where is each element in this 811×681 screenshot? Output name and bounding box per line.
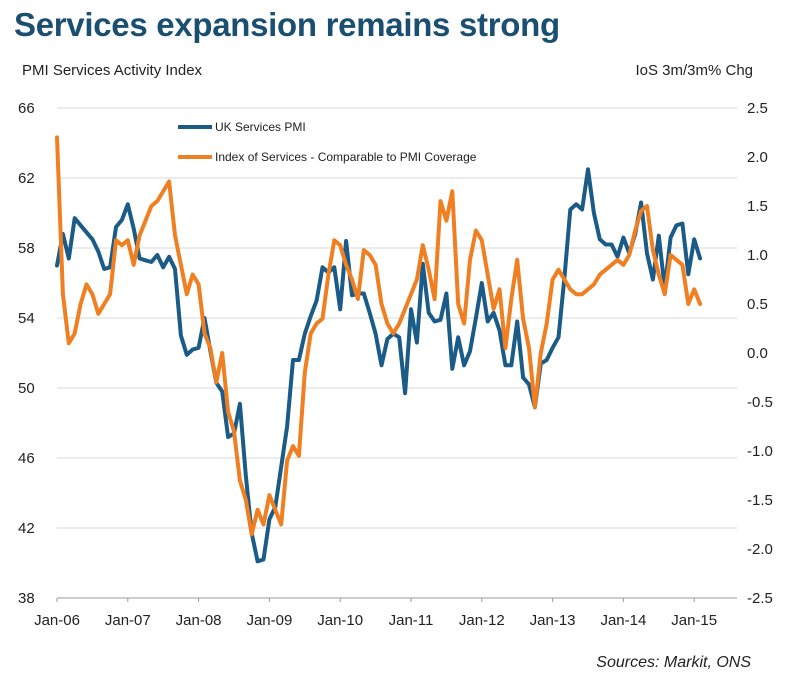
x-tick-label: Jan-11 <box>389 612 434 629</box>
right-tick-label: -0.5 <box>747 394 773 411</box>
x-tick-label: Jan-08 <box>176 612 222 629</box>
right-tick-label: -2.0 <box>747 541 773 558</box>
left-tick-label: 62 <box>18 170 35 187</box>
right-axis-label: IoS 3m/3m% Chg <box>635 62 753 79</box>
series-line-1 <box>55 167 703 564</box>
right-tick-label: -2.5 <box>747 590 773 607</box>
x-tick-label: Jan-10 <box>317 612 363 629</box>
left-tick-label: 42 <box>18 520 35 537</box>
x-tick-label: Jan-14 <box>600 612 646 629</box>
right-tick-label: 0.5 <box>747 296 768 313</box>
chart-title: Services expansion remains strong <box>14 6 560 43</box>
source-note: Sources: Markit, ONS <box>596 654 751 671</box>
left-tick-label: 46 <box>18 450 35 467</box>
left-tick-label: 66 <box>18 100 35 117</box>
left-tick-label: 58 <box>18 240 35 257</box>
x-tick-label: Jan-09 <box>246 612 292 629</box>
legend-label-2: Index of Services - Comparable to PMI Co… <box>215 150 477 164</box>
x-tick-label: Jan-06 <box>34 612 80 629</box>
right-tick-label: 2.0 <box>747 149 768 166</box>
right-tick-label: 0.0 <box>747 345 768 362</box>
left-tick-label: 54 <box>18 310 35 327</box>
series-line-2 <box>55 135 703 537</box>
right-tick-label: -1.0 <box>747 443 773 460</box>
x-tick-label: Jan-13 <box>530 612 576 629</box>
right-tick-label: 1.0 <box>747 247 768 264</box>
left-tick-label: 50 <box>18 380 35 397</box>
legend-label-1: UK Services PMI <box>215 120 306 134</box>
left-axis-label: PMI Services Activity Index <box>22 62 203 79</box>
x-tick-label: Jan-07 <box>105 612 151 629</box>
x-tick-label: Jan-15 <box>671 612 717 629</box>
right-tick-label: -1.5 <box>747 492 773 509</box>
x-tick-label: Jan-12 <box>459 612 505 629</box>
right-tick-label: 1.5 <box>747 198 768 215</box>
left-tick-label: 38 <box>18 590 35 607</box>
right-tick-label: 2.5 <box>747 100 768 117</box>
